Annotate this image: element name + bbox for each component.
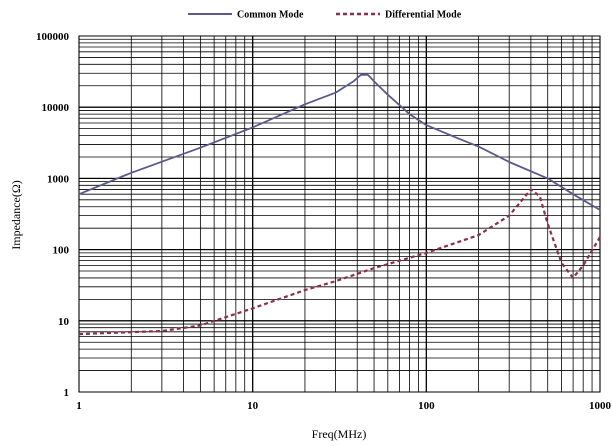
- y-tick-label: 1000: [47, 173, 70, 185]
- y-tick-label: 100000: [36, 31, 70, 43]
- y-tick-label: 1: [64, 387, 70, 399]
- x-tick-label: 10: [247, 400, 259, 412]
- y-tick-label: 10000: [42, 102, 70, 114]
- series-line-common-mode: [78, 73, 601, 211]
- legend-label-differential-mode: Differential Mode: [385, 10, 462, 21]
- plot-frame: [78, 35, 601, 393]
- series-line-differential-mode: [78, 188, 601, 336]
- x-axis-label: Freq(MHz): [312, 427, 367, 441]
- legend: Common Mode Differential Mode: [188, 10, 462, 21]
- series-layer: [78, 73, 601, 336]
- grid-layer: [78, 35, 601, 393]
- y-axis-label: Impedance(Ω): [9, 180, 23, 250]
- x-tick-label: 1: [76, 400, 82, 412]
- legend-label-common-mode: Common Mode: [237, 10, 304, 21]
- y-tick-label: 10: [58, 316, 70, 328]
- x-tick-label: 1000: [589, 400, 612, 412]
- y-tick-label: 100: [53, 245, 70, 257]
- x-tick-label: 100: [418, 400, 435, 412]
- tick-labels: 1 10 100 1000 1 10 100 1000 10000 100000: [36, 31, 612, 412]
